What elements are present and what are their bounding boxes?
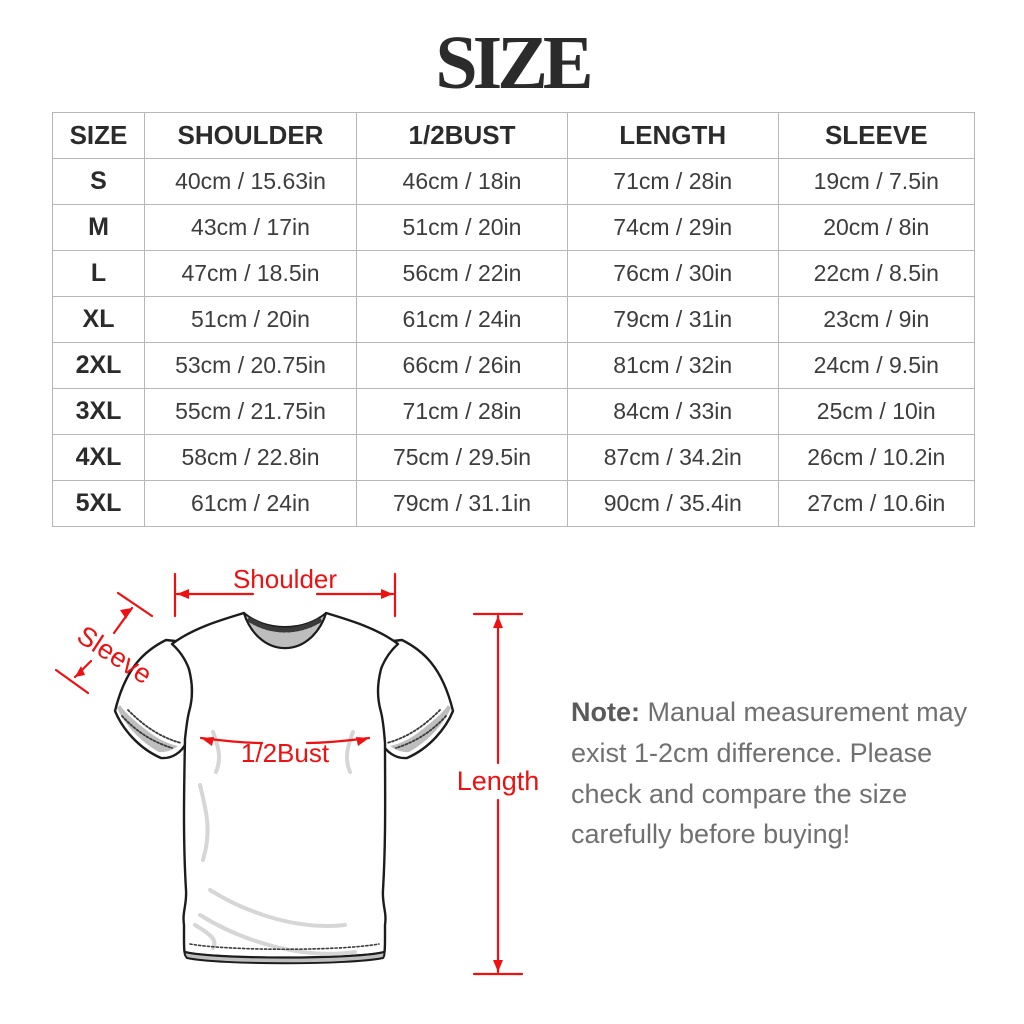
svg-text:Length: Length xyxy=(457,766,540,796)
svg-text:Shoulder: Shoulder xyxy=(233,564,337,594)
svg-text:1/2Bust: 1/2Bust xyxy=(241,738,330,768)
